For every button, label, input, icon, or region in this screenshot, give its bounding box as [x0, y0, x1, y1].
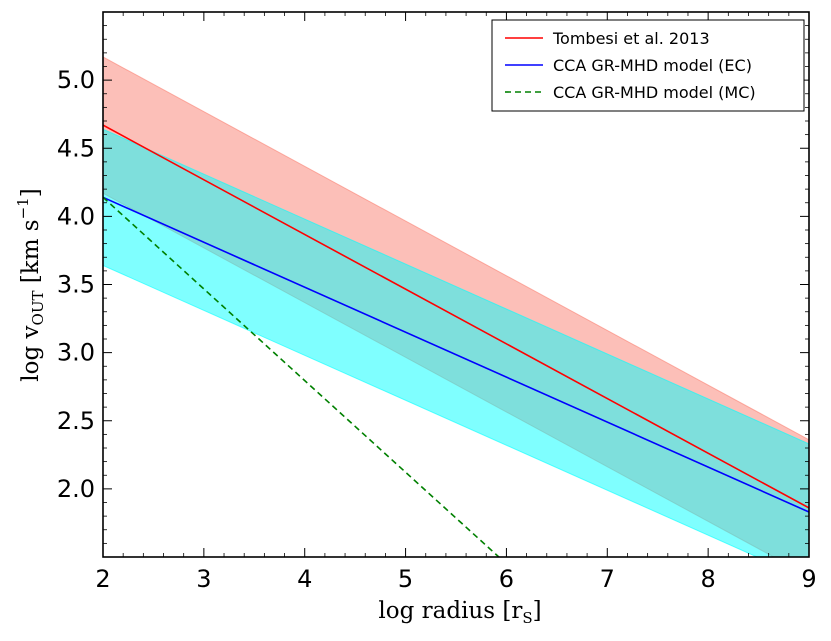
- x-tick-label: 9: [801, 565, 816, 593]
- y-tick-label: 4.5: [57, 134, 95, 162]
- legend: Tombesi et al. 2013 CCA GR-MHD model (EC…: [491, 19, 805, 112]
- legend-label-tombesi: Tombesi et al. 2013: [552, 29, 710, 48]
- y-tick-label: 2.0: [57, 475, 95, 503]
- ticks-group: 2 3 4 5 6 7 8 9 2.0 2.5 3.0 3.5 4.0 4.5 5.0: [57, 12, 817, 593]
- legend-label-mc: CCA GR-MHD model (MC): [553, 83, 756, 102]
- legend-label-ec: CCA GR-MHD model (EC): [553, 56, 752, 75]
- x-tick-label: 8: [701, 565, 716, 593]
- x-axis-title-sub: S: [522, 609, 532, 627]
- y-axis-title-sup: −1: [14, 197, 32, 219]
- bands-group: [103, 56, 809, 557]
- x-tick-label: 2: [95, 565, 110, 593]
- series-line-cca-gr-mhd-model-ec: [103, 196, 809, 513]
- x-tick-label: 6: [499, 565, 514, 593]
- x-tick-label: 7: [600, 565, 615, 593]
- legend-box: [491, 19, 805, 112]
- y-tick-label: 4.0: [57, 202, 95, 230]
- y-tick-label: 3.0: [57, 339, 95, 367]
- x-tick-label: 3: [196, 565, 211, 593]
- series-line-tombesi-et-al-2013: [103, 124, 809, 509]
- series-line-cca-gr-mhd-model-mc: [103, 196, 500, 557]
- y-tick-label: 2.5: [57, 407, 95, 435]
- x-tick-label: 4: [297, 565, 312, 593]
- plot-frame: [102, 11, 810, 558]
- y-axis-title: log vOUT [km s−1]: [14, 188, 47, 381]
- x-tick-label: 5: [398, 565, 413, 593]
- y-tick-label: 5.0: [57, 66, 95, 94]
- lines-group: [103, 124, 809, 557]
- x-axis-title: log radius [rS]: [378, 598, 541, 627]
- y-tick-label: 3.5: [57, 271, 95, 299]
- band-cca-gr-mhd-model-ec-range: [103, 128, 809, 557]
- y-axis-title-sub: OUT: [29, 291, 47, 326]
